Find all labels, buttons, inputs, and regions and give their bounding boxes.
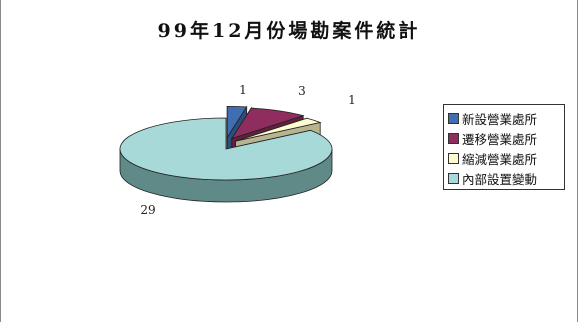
- legend-item: 內部設置變動: [448, 168, 564, 188]
- data-label: 1: [239, 83, 247, 97]
- legend-swatch: [448, 132, 459, 144]
- data-label: 29: [140, 203, 155, 217]
- legend-swatch: [448, 112, 459, 124]
- legend-swatch: [448, 172, 459, 184]
- legend-label: 內部設置變動: [462, 171, 538, 187]
- data-label: 1: [348, 93, 356, 107]
- legend-swatch: [448, 152, 459, 164]
- chart-title: 99年12月份場勘案件統計: [157, 20, 421, 42]
- pie-tops: [119, 105, 333, 181]
- legend-item: 新設營業處所: [448, 108, 564, 128]
- data-label: 3: [298, 84, 306, 98]
- legend-item: 遷移營業處所: [448, 128, 564, 148]
- pie-slice: [226, 105, 248, 139]
- pie-slice: [119, 117, 333, 181]
- legend-label: 遷移營業處所: [462, 131, 538, 147]
- pie-slice: [230, 107, 305, 140]
- pie-slice: [235, 117, 322, 142]
- legend-item: 縮減營業處所: [448, 148, 564, 168]
- legend-label: 新設營業處所: [462, 111, 538, 127]
- pie-labels: 1 3 1 29: [140, 83, 355, 217]
- legend-label: 縮減營業處所: [462, 151, 538, 167]
- legend: 新設營業處所 遷移營業處所 縮減營業處所 內部設置變動: [443, 104, 565, 190]
